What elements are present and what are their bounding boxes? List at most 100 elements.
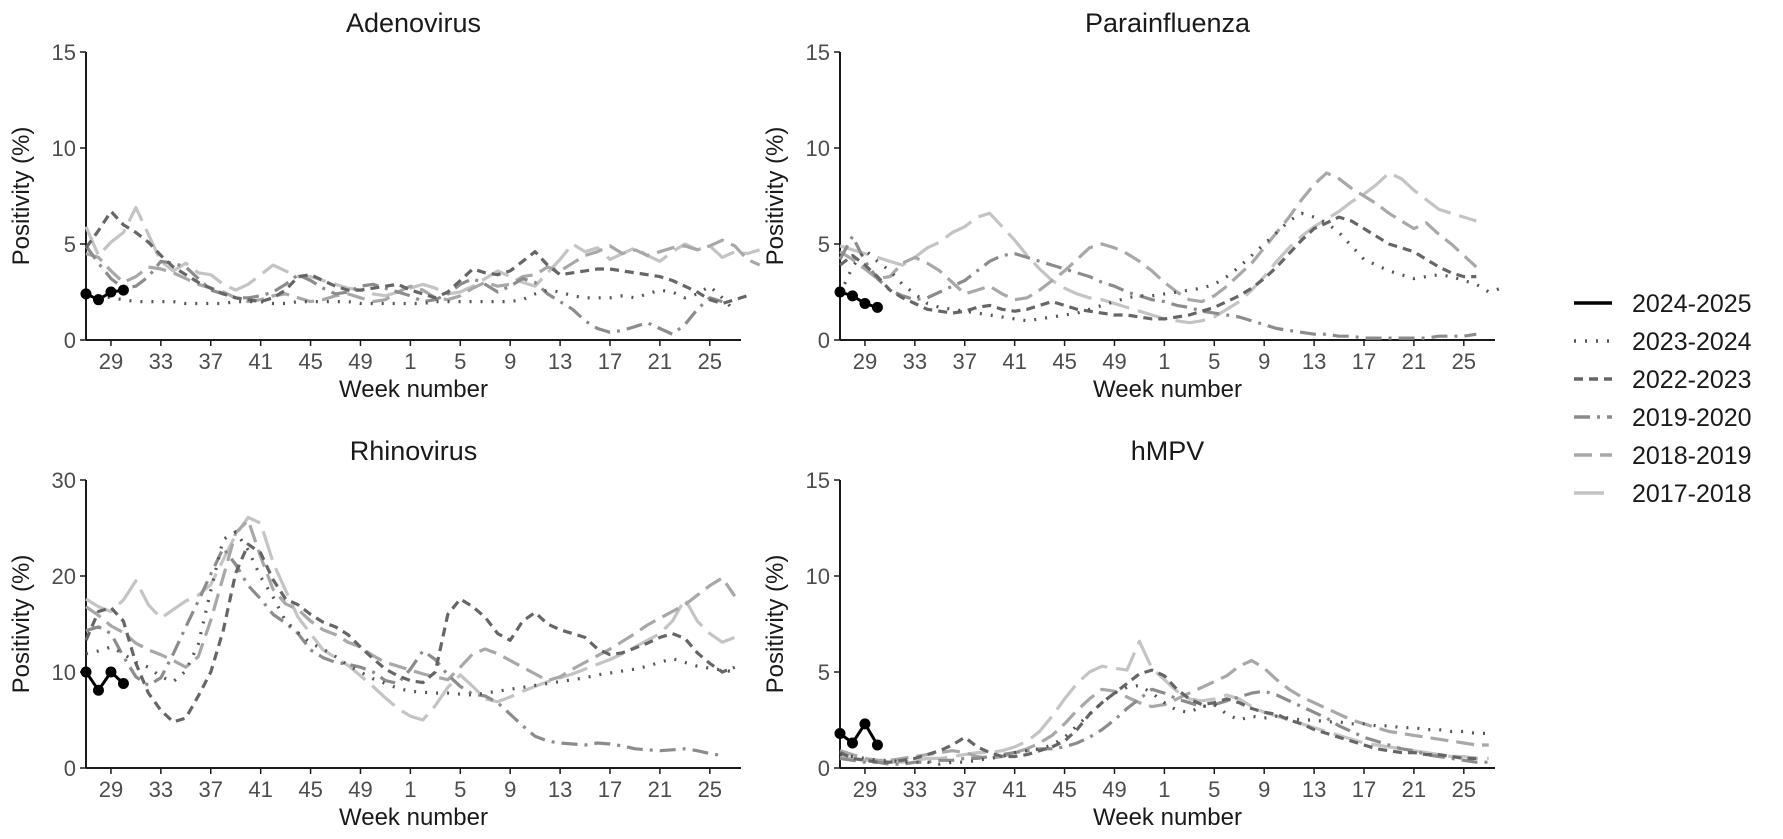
x-tick-label: 37 bbox=[199, 777, 223, 802]
y-tick-label: 0 bbox=[64, 328, 76, 353]
y-axis-label: Positivity (%) bbox=[8, 555, 35, 694]
data-point-2024-2025 bbox=[117, 284, 129, 296]
series-line-2023-2024 bbox=[85, 284, 736, 313]
x-tick-label: 45 bbox=[298, 349, 322, 374]
data-point-2024-2025 bbox=[846, 290, 858, 302]
x-tick-label: 5 bbox=[454, 777, 466, 802]
x-tick-label: 21 bbox=[648, 349, 672, 374]
x-tick-label: 17 bbox=[598, 777, 622, 802]
series-line-2022-2023 bbox=[84, 209, 748, 306]
series-line-2022-2023 bbox=[839, 668, 1477, 764]
x-tick-label: 37 bbox=[953, 777, 977, 802]
y-axis-label: Positivity (%) bbox=[762, 555, 789, 694]
series-line-2017-2018 bbox=[839, 639, 1489, 764]
data-point-2024-2025 bbox=[105, 666, 117, 678]
x-tick-label: 9 bbox=[504, 349, 516, 374]
y-tick-label: 0 bbox=[64, 756, 76, 781]
y-tick-label: 10 bbox=[806, 136, 830, 161]
y-tick-label: 5 bbox=[64, 232, 76, 257]
x-tick-label: 49 bbox=[348, 349, 372, 374]
x-tick-label: 25 bbox=[1452, 777, 1476, 802]
y-tick-label: 5 bbox=[818, 660, 830, 685]
x-tick-label: 33 bbox=[903, 349, 927, 374]
series-line-2017-2018 bbox=[839, 171, 1477, 325]
data-point-2024-2025 bbox=[92, 684, 104, 696]
legend-label-2019-2020: 2019-2020 bbox=[1632, 404, 1752, 432]
series-line-2024-2025 bbox=[84, 670, 125, 692]
x-tick-label: 49 bbox=[1102, 777, 1126, 802]
x-tick-label: 25 bbox=[698, 777, 722, 802]
x-axis-label: Week number bbox=[339, 804, 488, 831]
x-tick-label: 25 bbox=[1452, 349, 1476, 374]
series-line-2024-2025 bbox=[838, 722, 879, 747]
x-tick-label: 29 bbox=[853, 777, 877, 802]
data-point-2024-2025 bbox=[871, 739, 883, 751]
x-tick-label: 9 bbox=[504, 777, 516, 802]
x-tick-label: 41 bbox=[1002, 777, 1026, 802]
x-tick-label: 5 bbox=[1208, 349, 1220, 374]
data-point-2024-2025 bbox=[859, 718, 871, 730]
y-tick-label: 0 bbox=[818, 756, 830, 781]
x-tick-label: 17 bbox=[598, 349, 622, 374]
x-tick-label: 41 bbox=[248, 777, 272, 802]
data-point-2024-2025 bbox=[105, 286, 117, 298]
series-line-2019-2020 bbox=[839, 687, 1489, 766]
x-tick-label: 25 bbox=[698, 349, 722, 374]
panel-title: hMPV bbox=[1131, 436, 1205, 466]
panel-title: Adenovirus bbox=[346, 8, 481, 38]
series-line-2018-2019 bbox=[839, 658, 1489, 762]
series-line-2024-2025 bbox=[84, 288, 125, 302]
x-tick-label: 49 bbox=[348, 777, 372, 802]
y-tick-label: 15 bbox=[806, 40, 830, 65]
y-tick-label: 10 bbox=[52, 660, 76, 685]
y-tick-label: 20 bbox=[52, 564, 76, 589]
x-tick-label: 33 bbox=[903, 777, 927, 802]
data-point-2024-2025 bbox=[834, 727, 846, 739]
x-tick-label: 21 bbox=[1402, 349, 1426, 374]
y-tick-label: 10 bbox=[52, 136, 76, 161]
x-tick-label: 1 bbox=[1158, 349, 1170, 374]
x-axis-label: Week number bbox=[1093, 804, 1242, 831]
data-point-2024-2025 bbox=[117, 678, 129, 690]
series-line-2018-2019 bbox=[839, 171, 1478, 304]
legend-label-2018-2019: 2018-2019 bbox=[1632, 442, 1752, 470]
series-line-2019-2020 bbox=[838, 234, 1477, 340]
data-point-2024-2025 bbox=[871, 301, 883, 313]
panel-title: Rhinovirus bbox=[350, 436, 478, 466]
x-tick-label: 29 bbox=[853, 349, 877, 374]
x-tick-label: 29 bbox=[99, 777, 123, 802]
series-line-2019-2020 bbox=[84, 244, 723, 336]
x-tick-label: 45 bbox=[1052, 777, 1076, 802]
data-point-2024-2025 bbox=[859, 298, 871, 310]
series-line-2018-2019 bbox=[85, 238, 761, 304]
data-point-2024-2025 bbox=[834, 286, 846, 298]
y-axis-label: Positivity (%) bbox=[8, 127, 35, 266]
y-tick-label: 10 bbox=[806, 564, 830, 589]
series-line-2023-2024 bbox=[839, 683, 1489, 766]
series-line-2018-2019 bbox=[85, 518, 737, 683]
series-line-2017-2018 bbox=[85, 515, 736, 722]
x-tick-label: 13 bbox=[548, 777, 572, 802]
x-tick-label: 45 bbox=[1052, 349, 1076, 374]
x-tick-label: 21 bbox=[648, 777, 672, 802]
y-tick-label: 30 bbox=[52, 468, 76, 493]
legend-label-2024-2025: 2024-2025 bbox=[1632, 290, 1752, 318]
data-point-2024-2025 bbox=[80, 666, 92, 678]
legend-label-2017-2018: 2017-2018 bbox=[1632, 480, 1752, 508]
legend-label-2023-2024: 2023-2024 bbox=[1632, 328, 1752, 356]
x-tick-label: 1 bbox=[404, 777, 416, 802]
x-tick-label: 41 bbox=[1002, 349, 1026, 374]
legend: 2024-2025 2023-2024 2022-2023 2019-2020 2018… bbox=[1574, 290, 1752, 508]
x-tick-label: 1 bbox=[404, 349, 416, 374]
x-tick-label: 37 bbox=[953, 349, 977, 374]
y-axis-label: Positivity (%) bbox=[762, 127, 789, 266]
x-tick-label: 21 bbox=[1402, 777, 1426, 802]
x-tick-label: 1 bbox=[1158, 777, 1170, 802]
x-tick-label: 33 bbox=[149, 777, 173, 802]
x-tick-label: 9 bbox=[1258, 777, 1270, 802]
x-tick-label: 13 bbox=[1302, 777, 1326, 802]
legend-label-2022-2023: 2022-2023 bbox=[1632, 366, 1752, 394]
